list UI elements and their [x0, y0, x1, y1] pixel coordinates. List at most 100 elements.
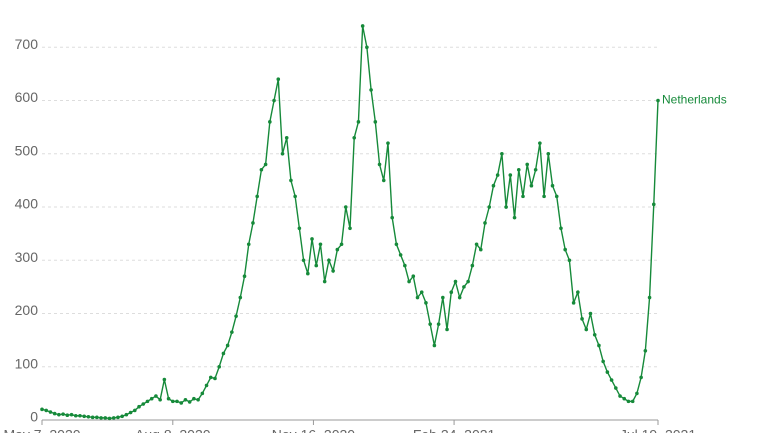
point — [268, 120, 272, 124]
point — [141, 402, 146, 406]
y-tick-label: 500 — [15, 142, 39, 158]
point — [242, 274, 247, 279]
point — [546, 151, 551, 156]
point — [386, 141, 390, 145]
point — [61, 412, 65, 416]
point — [225, 343, 230, 348]
x-tick-label: Aug 8, 2020 — [135, 427, 211, 433]
point — [327, 258, 331, 263]
point — [651, 202, 656, 207]
point — [145, 399, 150, 404]
point — [137, 404, 141, 409]
point — [343, 205, 348, 209]
point — [567, 258, 572, 263]
point — [120, 414, 124, 419]
point — [491, 183, 496, 188]
point — [310, 237, 314, 241]
point — [86, 415, 91, 419]
point — [154, 394, 158, 398]
point — [162, 377, 167, 382]
point — [238, 295, 243, 300]
x-tick-label: Nov 16, 2020 — [272, 427, 355, 433]
point — [116, 415, 120, 420]
point — [576, 290, 580, 295]
point — [365, 45, 369, 50]
y-tick-label: 700 — [15, 36, 39, 52]
point — [403, 263, 407, 268]
point — [166, 396, 171, 401]
point — [57, 412, 61, 417]
point — [200, 391, 205, 396]
point — [73, 413, 78, 418]
point — [149, 396, 154, 401]
point — [571, 301, 576, 305]
point — [538, 141, 542, 145]
point — [428, 322, 432, 326]
point — [107, 416, 112, 421]
point — [52, 411, 57, 416]
point — [90, 415, 95, 420]
point — [373, 120, 378, 124]
point — [306, 271, 310, 276]
y-tick-label: 300 — [15, 249, 39, 265]
point — [360, 24, 365, 28]
point — [196, 397, 200, 402]
point — [284, 135, 289, 140]
point — [419, 290, 424, 295]
point — [48, 410, 53, 414]
point — [609, 378, 614, 382]
point — [289, 178, 293, 183]
point — [133, 408, 137, 413]
point — [124, 412, 129, 417]
y-tick-label: 200 — [15, 302, 39, 318]
point — [255, 194, 259, 199]
point — [626, 399, 631, 404]
point — [656, 98, 660, 103]
point — [618, 394, 622, 398]
point — [550, 183, 555, 188]
point — [474, 242, 479, 247]
point — [542, 194, 546, 199]
point — [65, 413, 70, 418]
point — [407, 279, 411, 284]
point — [588, 311, 593, 316]
point — [563, 247, 567, 252]
point — [217, 364, 222, 369]
point — [559, 226, 563, 231]
y-tick-label: 600 — [15, 89, 39, 105]
point — [508, 173, 513, 177]
point — [158, 397, 162, 402]
point — [529, 183, 534, 188]
point — [192, 396, 196, 401]
point — [322, 279, 327, 284]
point — [314, 263, 319, 268]
point — [635, 391, 639, 396]
point — [272, 98, 276, 103]
point — [614, 386, 618, 390]
point — [128, 410, 133, 415]
point — [103, 416, 108, 420]
point — [348, 226, 352, 231]
point — [297, 226, 302, 231]
point — [483, 221, 487, 225]
point — [495, 173, 500, 177]
point — [221, 351, 226, 356]
point — [432, 343, 437, 348]
point — [331, 269, 335, 273]
point — [301, 258, 306, 263]
point — [470, 263, 475, 268]
point — [601, 359, 605, 364]
point — [381, 178, 386, 183]
point — [263, 162, 268, 167]
point — [643, 348, 648, 353]
series-line — [41, 25, 659, 420]
point — [597, 343, 601, 348]
point — [293, 194, 297, 199]
point — [352, 135, 357, 140]
point — [462, 285, 466, 289]
point — [335, 247, 340, 252]
x-tick-label: May 7, 2020 — [3, 427, 80, 433]
point — [230, 330, 234, 334]
point — [377, 162, 382, 167]
